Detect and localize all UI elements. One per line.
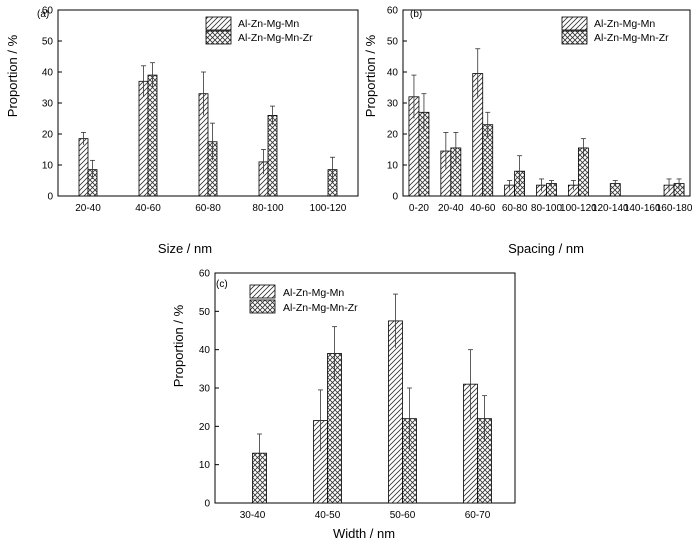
legend-swatch [249,299,276,314]
x-tick-label: 60-80 [502,203,528,214]
y-tick-label: 60 [199,269,211,280]
chart-panel-c: (c) Width / nm Proportion / % Al-Zn-Mg-M… [171,269,516,541]
x-tick-label: 40-60 [135,203,161,214]
legend-swatch [561,16,588,31]
panel-label: (b) [410,9,422,20]
legend-swatch [561,30,588,45]
legend-label: Al-Zn-Mg-Mn-Zr [283,302,358,314]
y-tick-label: 50 [387,37,399,48]
y-tick-label: 0 [204,499,210,510]
y-tick-label: 10 [199,460,211,471]
panel-label: (c) [216,279,228,290]
y-tick-label: 20 [199,422,211,433]
y-tick-label: 50 [199,307,211,318]
legend-swatch [249,284,276,299]
x-tick-label: 40-60 [470,203,496,214]
x-tick-label: 80-100 [252,203,284,214]
legend: Al-Zn-Mg-Mn Al-Zn-Mg-Mn-Zr [249,284,358,314]
y-axis-title: Proportion / % [171,304,186,387]
chart-panel-b: (b) Spacing / nm Proportion / % Al-Zn-Mg… [363,6,693,257]
x-tick-label: 40-50 [315,510,341,521]
y-tick-label: 10 [42,161,54,172]
x-tick-label: 80-100 [531,203,563,214]
y-tick-label: 30 [42,99,54,110]
x-tick-label: 160-180 [656,203,693,214]
bar [138,80,149,197]
y-tick-label: 60 [387,6,399,17]
bar [78,138,89,197]
legend-item: Al-Zn-Mg-Mn [561,16,655,31]
bar [388,320,403,504]
x-tick-label: 60-80 [195,203,221,214]
legend-label: Al-Zn-Mg-Mn [238,18,299,30]
x-tick-label: 50-60 [390,510,416,521]
y-tick-label: 50 [42,37,54,48]
y-tick-label: 20 [387,130,399,141]
x-axis-title: Spacing / nm [508,241,584,256]
x-tick-label: 60-70 [465,510,491,521]
panel-label: (a) [37,9,49,20]
x-tick-label: 20-40 [438,203,464,214]
legend-label: Al-Zn-Mg-Mn [283,287,344,299]
y-axis-title: Proportion / % [363,34,378,117]
y-tick-label: 0 [392,192,398,203]
x-tick-label: 20-40 [75,203,101,214]
y-tick-label: 30 [387,99,399,110]
x-tick-label: 0-20 [409,203,429,214]
y-tick-label: 60 [42,6,54,17]
x-tick-label: 100-120 [560,203,597,214]
y-tick-label: 10 [387,161,399,172]
y-tick-label: 0 [47,192,53,203]
y-axis-title: Proportion / % [5,34,20,117]
x-axis-title: Width / nm [333,526,395,541]
y-tick-label: 30 [199,384,211,395]
legend: Al-Zn-Mg-Mn Al-Zn-Mg-Mn-Zr [205,16,313,45]
x-tick-label: 120-140 [592,203,629,214]
x-tick-label: 100-120 [310,203,347,214]
y-tick-label: 40 [199,345,211,356]
legend-label: Al-Zn-Mg-Mn [594,18,655,30]
legend-item: Al-Zn-Mg-Mn-Zr [561,30,669,45]
legend-item: Al-Zn-Mg-Mn-Zr [205,30,313,45]
legend-item: Al-Zn-Mg-Mn [249,284,344,299]
x-tick-label: 140-160 [624,203,661,214]
legend: Al-Zn-Mg-Mn Al-Zn-Mg-Mn-Zr [561,16,669,45]
chart-panel-a: (a) Size / nm Proportion / % Al-Zn-Mg-Mn… [5,6,359,256]
legend-swatch [205,16,232,31]
legend-item: Al-Zn-Mg-Mn-Zr [249,299,358,314]
y-tick-label: 20 [42,130,54,141]
y-tick-label: 40 [387,68,399,79]
bar [267,115,278,197]
bar [147,74,158,197]
x-tick-label: 30-40 [240,510,266,521]
legend-label: Al-Zn-Mg-Mn-Zr [238,32,313,44]
legend-swatch [205,30,232,45]
legend-label: Al-Zn-Mg-Mn-Zr [594,32,669,44]
x-axis-title: Size / nm [158,241,212,256]
legend-item: Al-Zn-Mg-Mn [205,16,299,31]
y-tick-label: 40 [42,68,54,79]
